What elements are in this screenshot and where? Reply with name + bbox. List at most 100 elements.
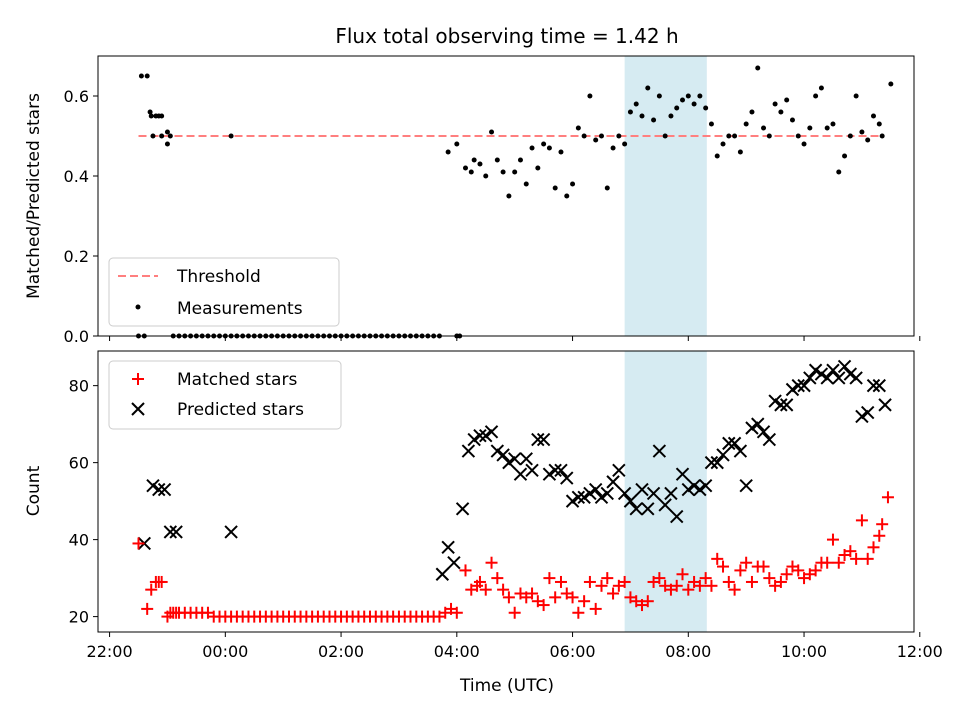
measurement-point [477, 161, 483, 167]
ratio-panel-legend: Threshold Measurements [108, 257, 340, 327]
matched-star-point [844, 545, 857, 558]
y-tick-label: 60 [69, 454, 89, 473]
predicted-star-point [531, 432, 545, 447]
measurement-point [454, 141, 460, 147]
matched-star-point [607, 587, 620, 600]
measurement-point [462, 165, 468, 171]
measurement-point [778, 109, 784, 115]
matched-star-point [705, 579, 718, 592]
measurement-point [668, 113, 674, 119]
predicted-star-point [163, 525, 178, 539]
measurement-point [587, 93, 593, 99]
predicted-star-point [623, 494, 638, 508]
matched-star-point [132, 537, 145, 550]
x-tick-label: 22:00 [87, 642, 133, 661]
x-tick-label: 00:00 [202, 642, 248, 661]
predicted-star-point [588, 482, 603, 497]
measurement-point [558, 149, 564, 155]
predicted-star-point [157, 482, 172, 497]
predicted-star-point [814, 367, 829, 381]
predicted-star-point [733, 444, 748, 458]
measurement-point [633, 101, 639, 107]
legend-predicted-label: Predicted stars [177, 400, 304, 420]
measurement-point [853, 93, 859, 99]
predicted-star-point [751, 417, 765, 431]
predicted-star-point [612, 463, 626, 478]
predicted-star-point [803, 371, 817, 385]
matched-star-point [155, 575, 168, 588]
matched-star-point [855, 514, 868, 527]
matched-star-point [641, 595, 654, 608]
predicted-star-point [820, 371, 834, 385]
predicted-star-point [455, 502, 470, 516]
measurement-point [784, 97, 790, 103]
predicted-star-point [762, 432, 777, 447]
measurement-point [581, 133, 587, 139]
measurement-point [148, 113, 154, 119]
matched-star-point [572, 606, 585, 619]
matched-star-point [583, 575, 596, 588]
predicted-star-point [687, 479, 701, 493]
measurement-point [720, 141, 726, 147]
matched-star-point [566, 591, 579, 604]
measurement-point [604, 185, 610, 191]
measurement-point [726, 133, 732, 139]
matched-star-point [826, 533, 839, 546]
measurement-point [697, 93, 703, 99]
matched-star-point [473, 575, 486, 588]
predicted-star-point [860, 405, 875, 420]
predicted-star-point [826, 363, 840, 377]
predicted-star-point [542, 467, 557, 481]
predicted-star-point [658, 498, 672, 512]
count-panel-frame [97, 350, 915, 633]
measurement-point [167, 133, 173, 139]
matched-star-point [537, 599, 550, 612]
measurement-point [489, 129, 495, 135]
measurement-point [865, 137, 871, 143]
measurement-point [807, 125, 813, 131]
matched-star-point [145, 583, 158, 596]
matched-star-point [734, 564, 747, 577]
x-tick-label: 02:00 [318, 642, 364, 661]
legend-matched-label: Matched stars [177, 370, 297, 390]
predicted-star-point [872, 378, 886, 393]
measurement-point [164, 129, 170, 135]
predicted-star-point [797, 378, 811, 393]
measurement-point [888, 81, 894, 87]
predicted-star-point [832, 371, 846, 385]
measurement-point [164, 141, 170, 147]
legend-threshold-label: Threshold [176, 267, 261, 287]
measurement-point [714, 153, 720, 159]
y-tick-label: 0.4 [64, 167, 89, 186]
predicted-star-point [461, 444, 476, 458]
measurement-point [662, 133, 668, 139]
predicted-star-point [484, 425, 499, 439]
measurement-point [859, 129, 865, 135]
predicted-star-point [849, 371, 863, 385]
measurement-point [645, 85, 651, 91]
predicted-star-point [635, 482, 649, 497]
measurement-point [691, 101, 697, 107]
predicted-star-point [756, 425, 771, 439]
measurement-point [483, 173, 489, 179]
predicted-star-point [675, 467, 690, 481]
matched-star-point [601, 572, 614, 585]
predicted-star-point [681, 482, 696, 497]
legend-box [108, 257, 340, 327]
measurement-point [622, 141, 628, 147]
measurement-point [144, 73, 150, 79]
measurement-point [598, 133, 604, 139]
measurement-points [136, 65, 894, 339]
predicted-star-point [146, 479, 160, 493]
measurement-point [535, 165, 541, 171]
matched-star-point [491, 572, 504, 585]
matched-star-point [757, 560, 770, 573]
matched-star-point [728, 583, 741, 596]
matched-star-point [497, 583, 510, 596]
ratio-panel-frame [97, 55, 915, 337]
count-panel-ticks: 22:00 00:00 02:00 04:00 06:00 08:00 10:00 12:00… [69, 377, 943, 661]
measurement-point [680, 97, 686, 103]
measurement-point [494, 157, 500, 163]
predicted-star-point [560, 471, 574, 485]
